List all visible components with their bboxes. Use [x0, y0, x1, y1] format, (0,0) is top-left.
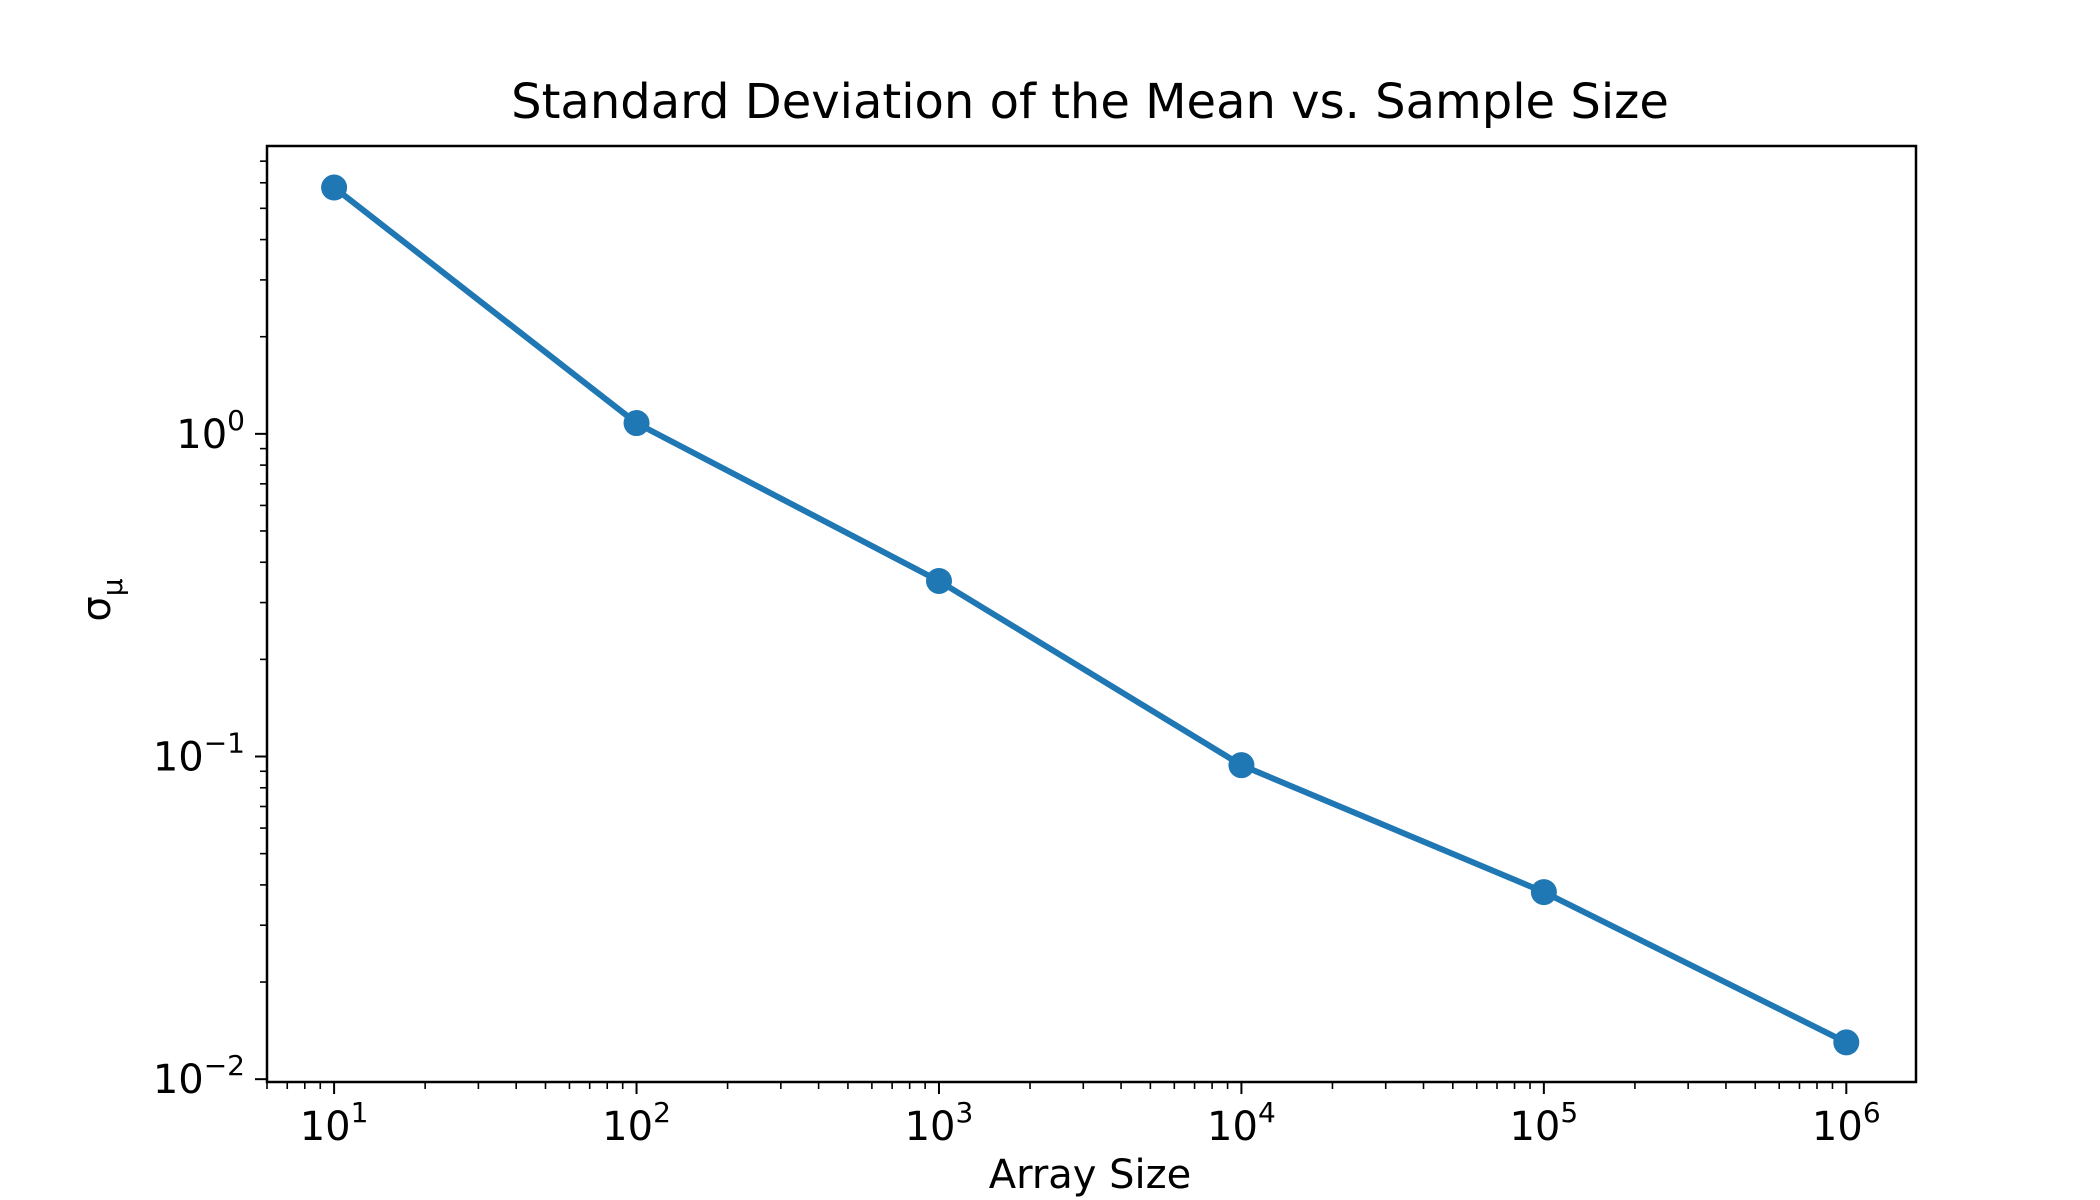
y-axis-label-symbol: σ: [74, 596, 120, 621]
data-point: [1833, 1029, 1860, 1056]
series-line: [331, 184, 1850, 1046]
minor-ticks: [260, 160, 1834, 1089]
x-tick-label: 101: [300, 1096, 369, 1150]
y-tick-label: 10−2: [153, 1049, 245, 1103]
data-point: [925, 567, 952, 594]
major-ticks: [255, 432, 1848, 1094]
data-point: [1530, 879, 1557, 906]
x-tick-label: 103: [905, 1096, 974, 1150]
chart-title: Standard Deviation of the Mean vs. Sampl…: [511, 74, 1669, 130]
data-point: [1228, 752, 1255, 779]
y-axis-label: σμ: [74, 578, 129, 621]
x-tick-label: 104: [1207, 1096, 1276, 1150]
x-axis-label: Array Size: [989, 1152, 1192, 1198]
tick-labels: 101 102 103 104 105 106 100 10−1 10−2: [153, 404, 1881, 1150]
y-axis-label-subscript: μ: [96, 578, 129, 596]
plot-series: [321, 174, 1860, 1056]
y-tick-label: 10−1: [153, 727, 245, 781]
x-tick-label: 105: [1509, 1096, 1578, 1150]
x-tick-label: 106: [1812, 1096, 1881, 1150]
y-tick-label: 100: [176, 404, 245, 458]
data-point: [623, 410, 650, 437]
data-point: [321, 174, 348, 201]
x-tick-label: 102: [602, 1096, 671, 1150]
plot-frame: [265, 144, 1918, 1084]
